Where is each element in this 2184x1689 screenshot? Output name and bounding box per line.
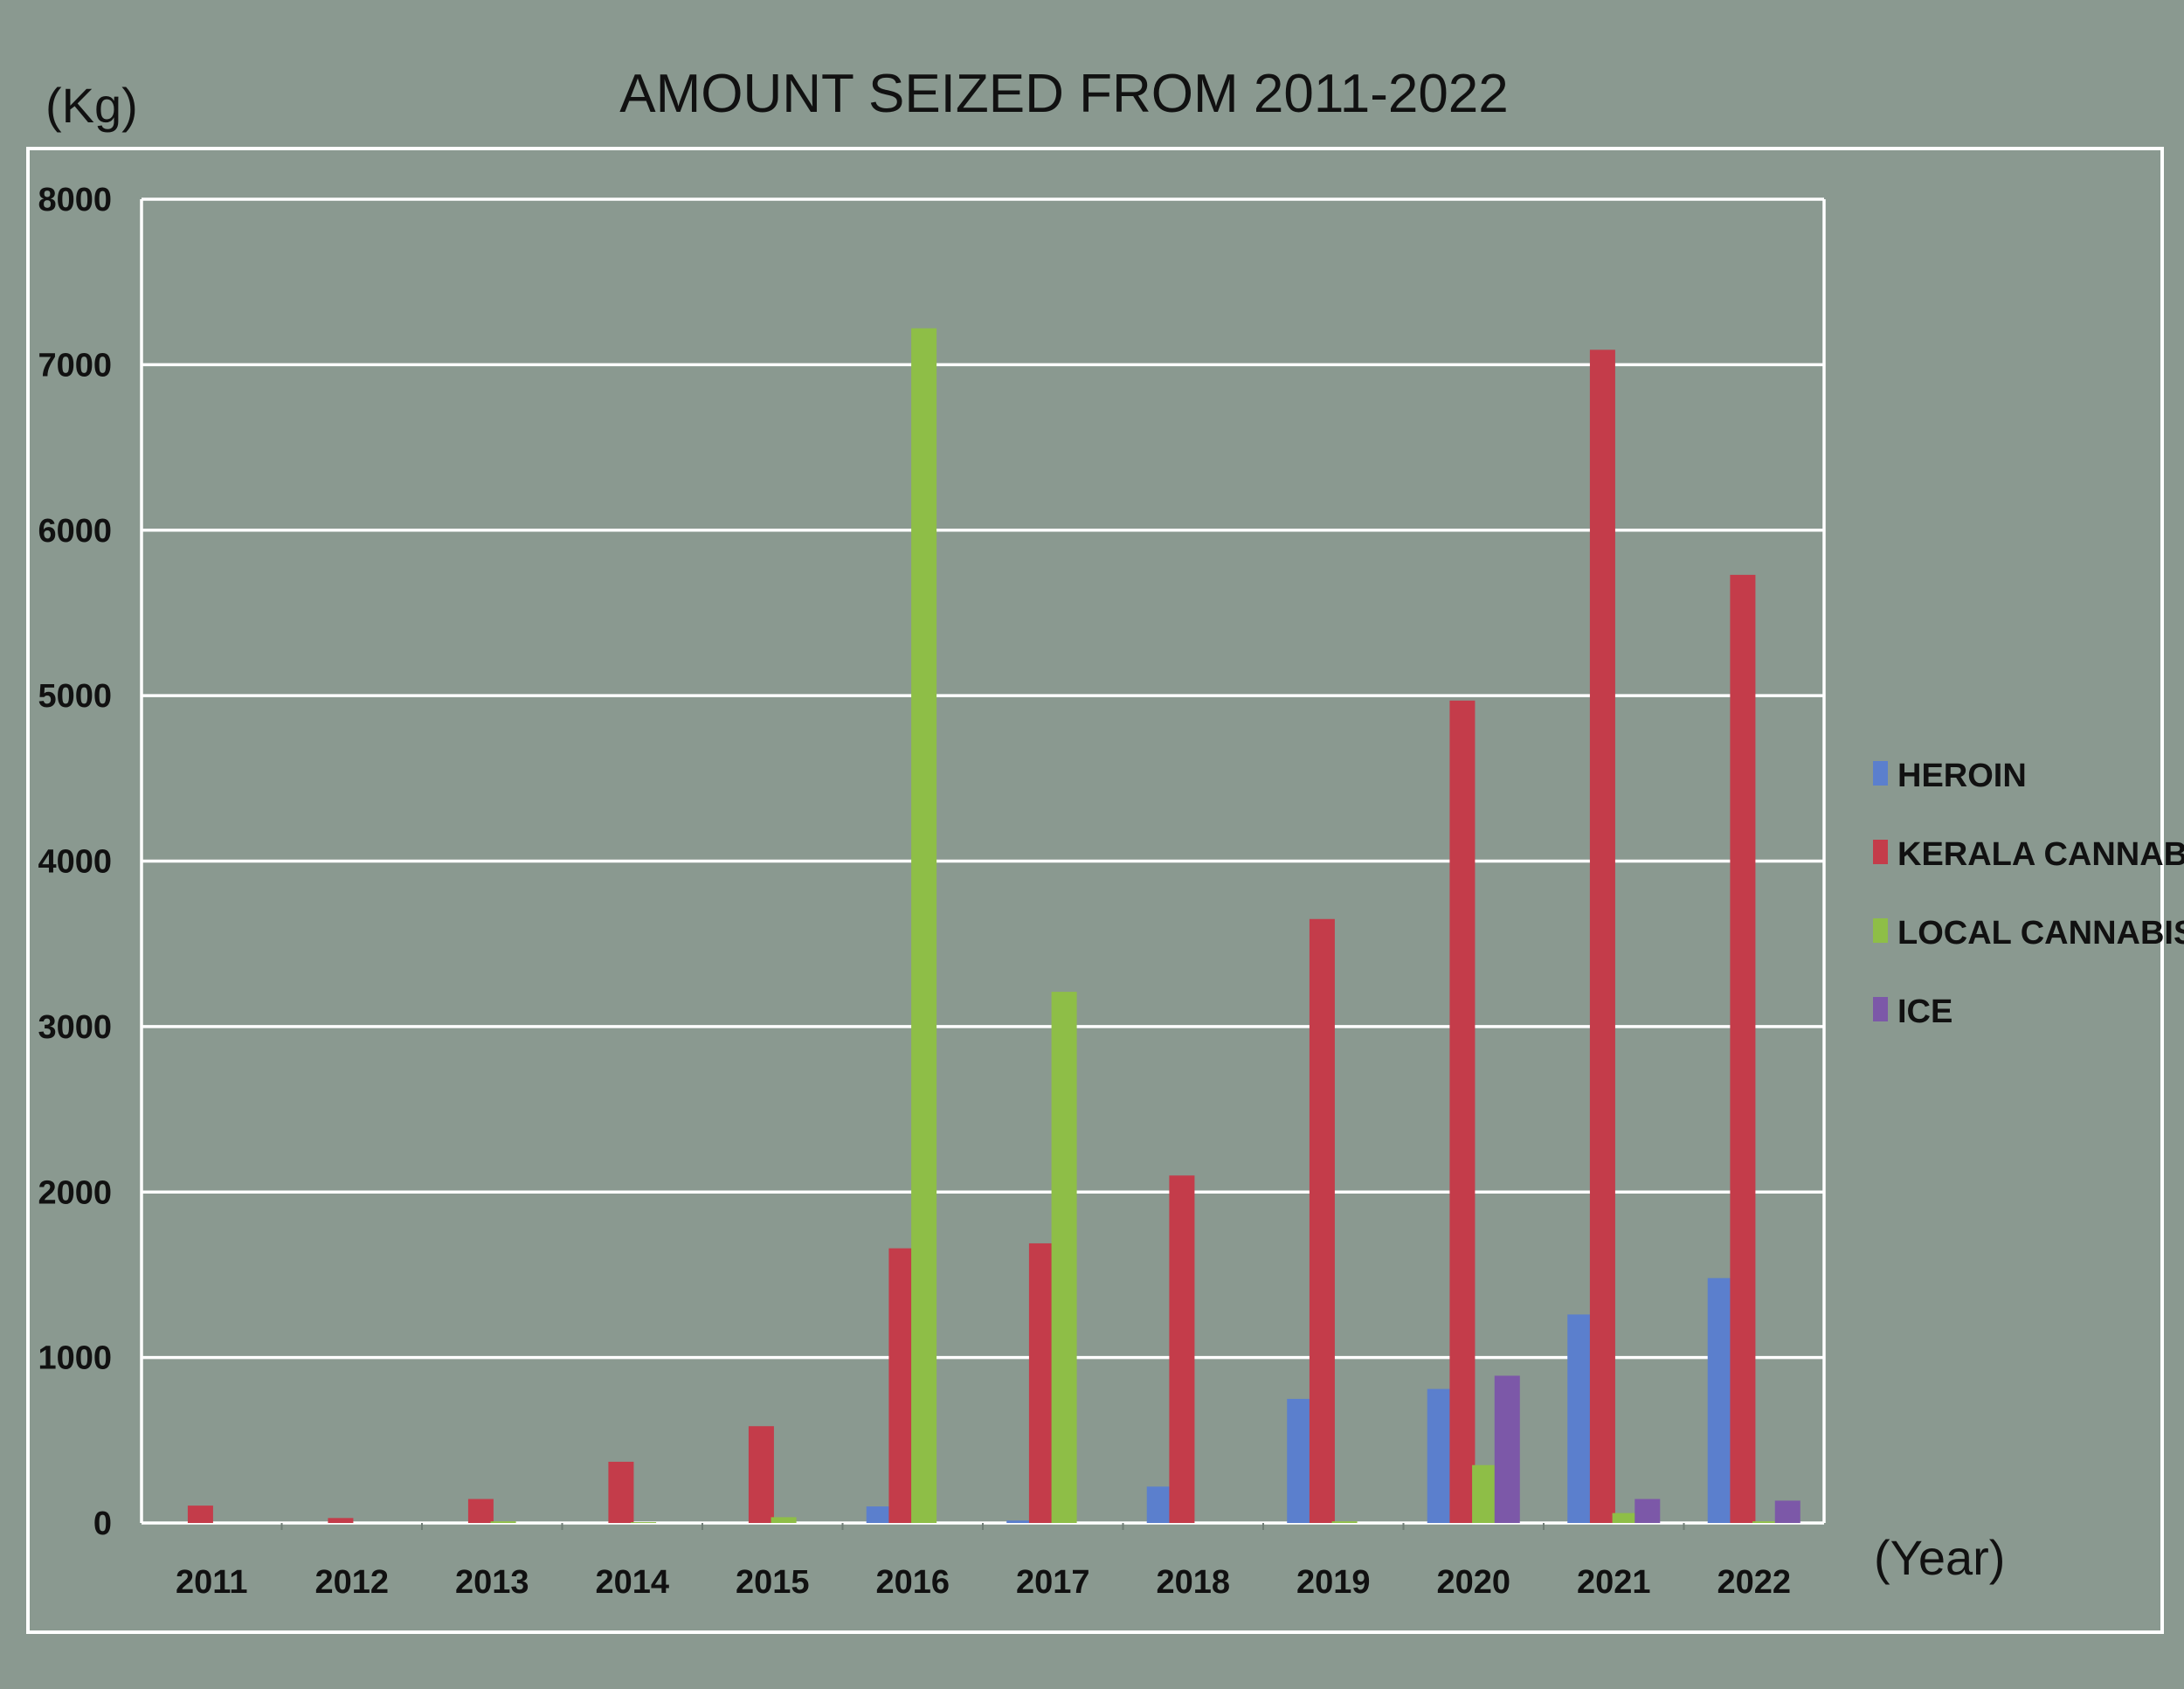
bar-local-cannabis-2022 (1752, 1521, 1779, 1523)
bar-kerala-cannabis-2011 (187, 1506, 213, 1523)
y-tick-label: 8000 (38, 182, 112, 218)
y-tick-label: 1000 (38, 1340, 112, 1377)
bar-kerala-cannabis-2017 (1028, 1243, 1054, 1523)
x-tick-label: 2011 (176, 1564, 247, 1601)
bar-heroin-2018 (1146, 1486, 1172, 1523)
x-tick-label: 2014 (595, 1564, 669, 1601)
bar-local-cannabis-2017 (1051, 992, 1077, 1523)
bar-local-cannabis-2014 (631, 1522, 657, 1523)
x-tick-label: 2015 (736, 1564, 810, 1601)
y-tick-label: 2000 (38, 1174, 112, 1211)
bar-ice-2020 (1494, 1375, 1520, 1523)
bar-local-cannabis-2015 (771, 1517, 797, 1523)
legend-swatch (1873, 997, 1888, 1021)
legend-swatch (1873, 840, 1888, 864)
chart-title: AMOUNT SEIZED FROM 2011-2022 (619, 64, 1509, 124)
bar-kerala-cannabis-2020 (1449, 700, 1476, 1523)
bar-kerala-cannabis-2021 (1589, 350, 1615, 1523)
bar-heroin-2021 (1567, 1314, 1593, 1523)
x-tick-label: 2017 (1016, 1564, 1090, 1601)
bar-local-cannabis-2019 (1331, 1521, 1358, 1523)
legend-swatch (1873, 918, 1888, 943)
legend-label: KERALA CANNABIS (1897, 836, 2184, 873)
bars (187, 328, 1800, 1523)
x-tick-label: 2012 (314, 1564, 389, 1601)
legend-label: ICE (1897, 993, 1952, 1030)
bar-heroin-2020 (1427, 1388, 1453, 1523)
y-axis-label: (Kg) (45, 78, 138, 133)
legend-label: LOCAL CANNABIS (1897, 915, 2184, 952)
y-tick-label: 5000 (38, 678, 112, 715)
x-tick-label: 2021 (1577, 1564, 1651, 1601)
legend: HEROIN KERALA CANNABIS LOCAL CANNABIS ICE (1873, 758, 2184, 1030)
bar-kerala-cannabis-2019 (1309, 918, 1335, 1523)
x-tick-label: 2018 (1156, 1564, 1230, 1601)
legend-label: HEROIN (1897, 758, 2027, 794)
bar-heroin-2016 (866, 1506, 892, 1523)
x-tick-label: 2022 (1717, 1564, 1791, 1601)
bar-local-cannabis-2013 (490, 1521, 516, 1523)
bar-ice-2022 (1774, 1500, 1800, 1523)
bar-ice-2021 (1635, 1499, 1661, 1523)
x-tick-label: 2016 (875, 1564, 950, 1601)
bar-kerala-cannabis-2015 (748, 1426, 774, 1523)
x-tick-label: 2013 (455, 1564, 529, 1601)
bar-kerala-cannabis-2014 (608, 1461, 634, 1523)
bar-kerala-cannabis-2018 (1169, 1175, 1195, 1523)
y-tick-label: 0 (93, 1506, 112, 1542)
x-tick-label: 2019 (1296, 1564, 1371, 1601)
bar-kerala-cannabis-2022 (1730, 574, 1756, 1523)
bar-heroin-2019 (1287, 1398, 1313, 1523)
plot-area (140, 199, 1826, 1523)
chart-frame (26, 147, 2164, 1634)
x-axis-label: (Year) (1874, 1530, 2005, 1585)
bar-local-cannabis-2021 (1612, 1512, 1638, 1523)
y-axis-ticks: 0 1000 2000 3000 4000 5000 6000 7000 8000 (38, 182, 112, 1542)
bar-local-cannabis-2020 (1472, 1464, 1498, 1523)
bar-heroin-2022 (1707, 1277, 1733, 1523)
bar-kerala-cannabis-2013 (467, 1499, 494, 1523)
gridlines (142, 197, 1824, 1525)
bar-kerala-cannabis-2016 (888, 1248, 915, 1523)
y-tick-label: 7000 (38, 347, 112, 384)
y-tick-label: 4000 (38, 844, 112, 881)
bar-local-cannabis-2016 (911, 328, 937, 1523)
x-tick-label: 2020 (1436, 1564, 1510, 1601)
y-tick-label: 6000 (38, 513, 112, 550)
legend-swatch (1873, 761, 1888, 786)
bar-kerala-cannabis-2012 (328, 1518, 354, 1523)
bar-heroin-2017 (1006, 1520, 1033, 1523)
x-axis-ticks: 2011 2012 2013 2014 2015 2016 2017 2018 2019 2020… (176, 1523, 1791, 1601)
y-tick-label: 3000 (38, 1009, 112, 1046)
